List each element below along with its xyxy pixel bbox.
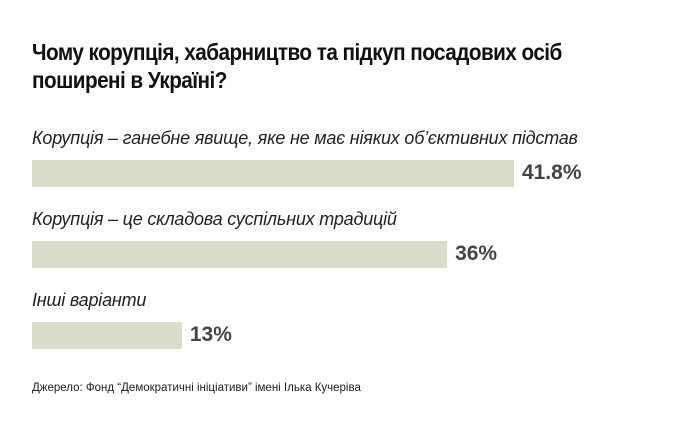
category-label: Корупція – це складова суспільних традиц… [32, 209, 397, 229]
source-note: Джерело: Фонд “Демократичні ініціативи” … [32, 382, 361, 394]
value-label: 41.8% [521, 161, 582, 184]
bar [32, 241, 448, 268]
category-label: Корупція – ганебне явище, яке не має нія… [32, 128, 578, 148]
bar [32, 160, 514, 187]
value-label: 36% [455, 242, 498, 265]
bar [32, 322, 182, 349]
chart-title: Чому корупція, хабарництво та підкуп пос… [32, 39, 562, 93]
category-label: Інші варіанти [32, 290, 147, 310]
value-label: 13% [189, 323, 232, 346]
